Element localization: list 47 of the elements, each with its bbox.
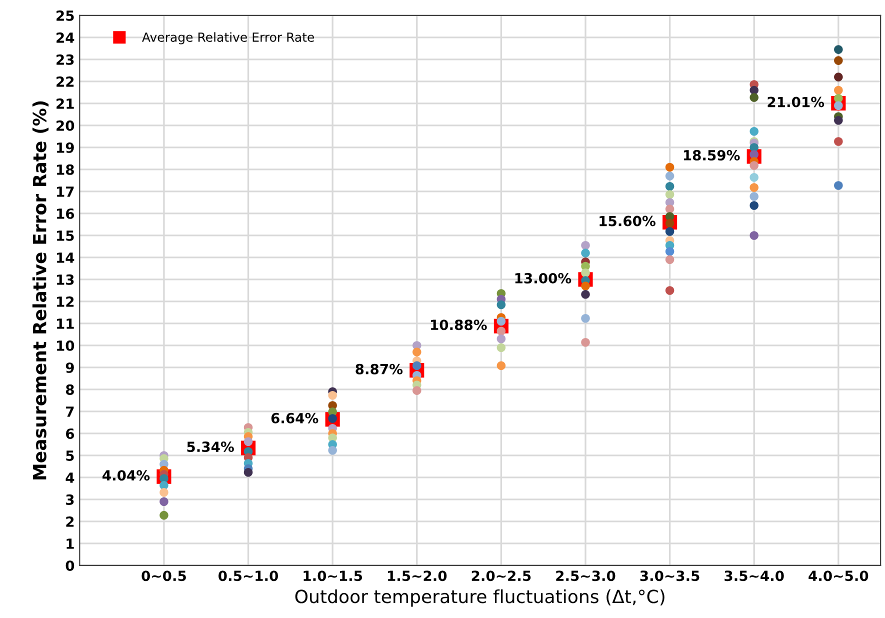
y-tick-label: 15 (57, 230, 74, 241)
y-tick-label: 1 (66, 538, 74, 549)
y-tick-label: 25 (56, 10, 74, 21)
x-tick-label: 0.5~1.0 (218, 570, 278, 582)
data-label: 13.00% (515, 272, 572, 284)
y-tick-label: 21 (56, 98, 74, 109)
data-label: 5.34% (187, 442, 234, 452)
y-tick-label: 22 (56, 76, 74, 87)
y-tick-label: 17 (57, 186, 74, 197)
y-tick-label: 23 (56, 54, 74, 65)
data-label: 15.60% (600, 216, 656, 226)
data-label: 8.87% (356, 364, 403, 374)
x-tick-label: 0~0.5 (142, 570, 186, 582)
y-tick-label: 24 (56, 32, 74, 43)
x-tick-label: 2.5~3.0 (556, 570, 616, 582)
y-tick-label: 3 (66, 494, 74, 505)
y-tick-label: 10 (57, 340, 74, 351)
data-label: 21.01% (768, 96, 824, 108)
y-tick-label: 0 (66, 560, 74, 571)
x-tick-label: 3.0~3.5 (640, 570, 700, 582)
y-tick-label: 14 (57, 252, 74, 263)
data-label: 4.04% (102, 470, 150, 481)
y-tick-label: 11 (57, 318, 74, 329)
data-label: 6.64% (271, 412, 318, 424)
x-axis-title: Outdoor temperature fluctuations (Δt,°C) (295, 589, 664, 607)
y-tick-label: 20 (56, 120, 74, 131)
x-tick-label: 1.0~1.5 (304, 570, 362, 582)
y-axis-title: Measurement Relative Error Rate (%) (32, 101, 49, 480)
y-tick-label: 9 (66, 362, 74, 373)
x-tick-label: 3.5~4.0 (724, 570, 784, 582)
y-tick-label: 19 (57, 142, 74, 153)
y-tick-label: 12 (57, 296, 74, 307)
y-tick-label: 6 (66, 428, 74, 439)
y-tick-label: 2 (66, 516, 74, 527)
y-tick-label: 16 (57, 208, 74, 219)
y-tick-label: 13 (57, 274, 74, 285)
data-label: 10.88% (431, 320, 487, 330)
y-tick-label: 18 (57, 164, 74, 175)
y-tick-label: 7 (66, 406, 74, 417)
y-tick-label: 8 (66, 384, 74, 395)
x-tick-label: 4.0~5.0 (808, 570, 868, 582)
data-label: 18.59% (684, 150, 740, 161)
x-tick-label: 1.5~2.0 (388, 570, 447, 582)
y-tick-label: 5 (66, 450, 74, 461)
x-tick-label: 2.0~2.5 (472, 570, 531, 582)
legend-label: Average Relative Error Rate (142, 32, 314, 44)
y-tick-label: 4 (66, 472, 74, 483)
